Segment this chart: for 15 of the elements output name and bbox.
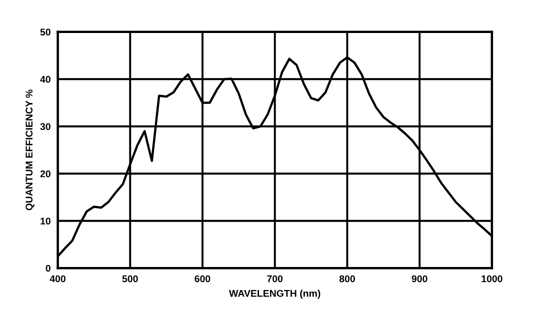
x-axis-title: WAVELENGTH (nm): [229, 290, 320, 299]
y-axis-title: QUANTUM EFFICIENCY %: [26, 90, 34, 210]
x-tick-label: 900: [412, 275, 428, 282]
x-tick-label: 600: [194, 275, 210, 282]
x-tick-label: 500: [122, 275, 138, 282]
y-tick-label: 30: [40, 123, 50, 130]
y-tick-label: 20: [40, 170, 50, 178]
y-tick-label: 10: [40, 218, 50, 225]
y-tick-label: 50: [40, 28, 50, 36]
x-tick-label: 700: [267, 275, 283, 282]
y-tick-label: 0: [46, 264, 50, 272]
y-tick-label: 40: [40, 76, 50, 83]
x-tick-label: 1000: [482, 275, 502, 282]
x-tick-label: 800: [339, 275, 355, 282]
x-tick-label: 400: [50, 275, 66, 282]
